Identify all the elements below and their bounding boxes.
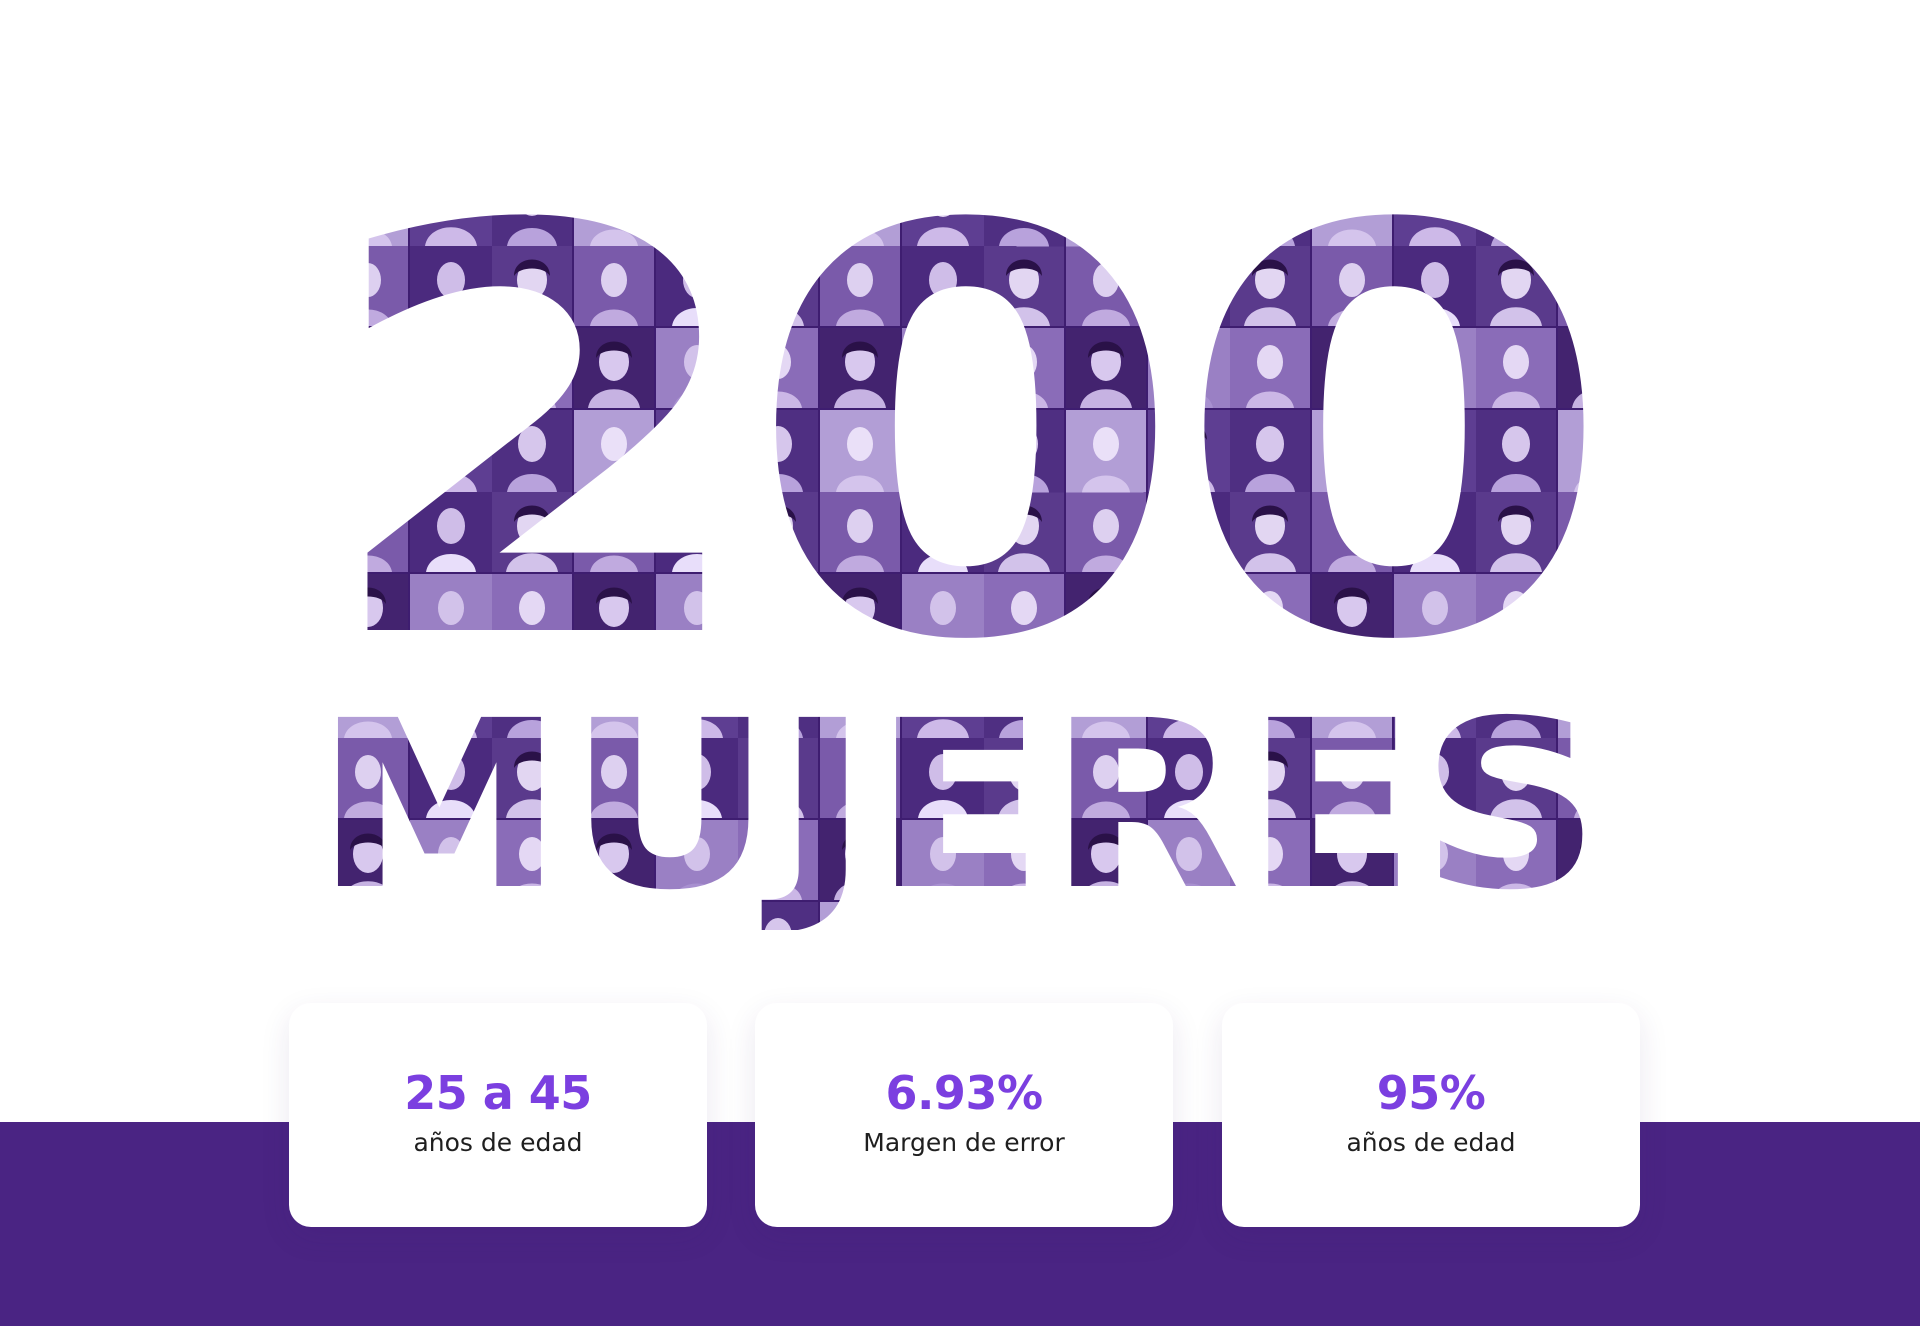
hero-word: MUJERES [315,671,1605,930]
hero-number: 200 [318,111,1603,763]
stat-label: Margen de error [863,1128,1065,1157]
stat-card-margin-of-error: 6.93% Margen de error [755,1003,1173,1227]
stat-card-age-range: 25 a 45 años de edad [289,1003,707,1227]
stat-card-confidence: 95% años de edad [1222,1003,1640,1227]
hero-headline: 200 MUJERES [315,111,1613,930]
stat-value: 25 a 45 [404,1066,592,1120]
stat-label: años de edad [413,1128,583,1157]
stat-value: 6.93% [885,1066,1043,1120]
stat-label: años de edad [1346,1128,1516,1157]
stat-value: 95% [1376,1066,1486,1120]
